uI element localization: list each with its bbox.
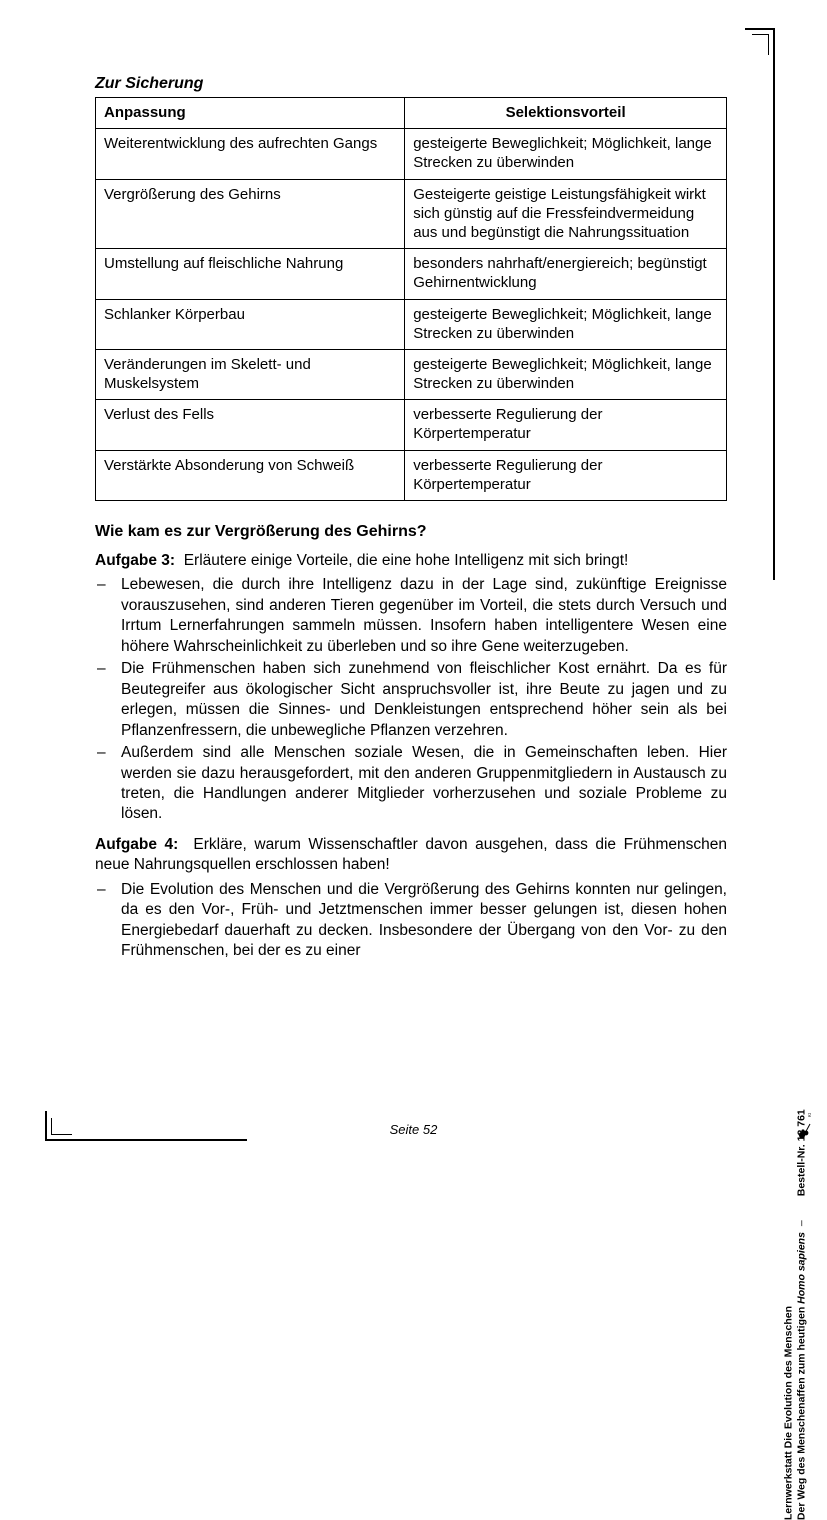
table-cell: besonders nahrhaft/energiereich; begünst… <box>405 249 727 299</box>
table-cell: gesteigerte Beweglichkeit; Möglichkeit, … <box>405 129 727 179</box>
page-number: Seite 52 <box>0 1122 827 1137</box>
subheading: Wie kam es zur Vergrößerung des Gehirns? <box>95 523 727 541</box>
task-3-list: Lebewesen, die durch ihre Intelligenz da… <box>95 575 727 824</box>
task-3-text: Erläutere einige Vorteile, die eine hohe… <box>184 552 629 569</box>
table-cell: verbesserte Regulierung der Körpertemper… <box>405 400 727 450</box>
table-header-row: Anpassung Selektionsvorteil <box>96 98 727 129</box>
table-cell: Vergrößerung des Gehirns <box>96 179 405 249</box>
list-item: Die Evolution des Menschen und die Vergr… <box>95 880 727 962</box>
table-cell: Gesteigerte geistige Leistungsfähigkeit … <box>405 179 727 249</box>
table-row: Vergrößerung des Gehirns Gesteigerte gei… <box>96 179 727 249</box>
table-cell: gesteigerte Beweglichkeit; Möglichkeit, … <box>405 299 727 349</box>
side-citation: Lernwerkstatt Die Evolution des Menschen… <box>783 1109 809 1520</box>
side-line-2a: Der Weg des Menschenaffen zum heutigen <box>796 1304 808 1520</box>
task-4-text: Erkläre, warum Wissenschaftler davon aus… <box>95 836 727 873</box>
table-row: Verlust des Fells verbesserte Regulierun… <box>96 400 727 450</box>
table-cell: Verlust des Fells <box>96 400 405 450</box>
task-4-label: Aufgabe 4: <box>95 836 178 853</box>
list-item: Außerdem sind alle Menschen soziale Wese… <box>95 743 727 825</box>
page: Zur Sicherung Anpassung Selektionsvortei… <box>0 0 827 1169</box>
table-cell: Weiterentwicklung des aufrechten Gangs <box>96 129 405 179</box>
table-cell: Schlanker Körperbau <box>96 299 405 349</box>
table-row: Umstellung auf fleischliche Nahrung beso… <box>96 249 727 299</box>
table-row: Verstärkte Absonderung von Schweiß verbe… <box>96 450 727 500</box>
corner-frame-top-right <box>745 28 775 580</box>
table-row: Veränderungen im Skelett- und Muskelsyst… <box>96 349 727 399</box>
side-dash: – <box>796 1220 808 1226</box>
side-line-2b: Homo sapiens <box>796 1232 808 1304</box>
table-cell: verbesserte Regulierung der Körpertemper… <box>405 450 727 500</box>
table-row: Schlanker Körperbau gesteigerte Beweglic… <box>96 299 727 349</box>
table-header-selektionsvorteil: Selektionsvorteil <box>405 98 727 129</box>
list-item: Die Frühmenschen haben sich zunehmend vo… <box>95 659 727 741</box>
table-cell: Umstellung auf fleischliche Nahrung <box>96 249 405 299</box>
task-4-list: Die Evolution des Menschen und die Vergr… <box>95 880 727 962</box>
table-cell: Verstärkte Absonderung von Schweiß <box>96 450 405 500</box>
task-4: Aufgabe 4: Erkläre, warum Wissenschaftle… <box>95 835 727 876</box>
publisher-logo-icon: KOHL VERLAG <box>797 1113 815 1141</box>
task-3-label: Aufgabe 3: <box>95 552 175 569</box>
table-cell: Veränderungen im Skelett- und Muskelsyst… <box>96 349 405 399</box>
list-item: Lebewesen, die durch ihre Intelligenz da… <box>95 575 727 657</box>
task-3: Aufgabe 3: Erläutere einige Vorteile, di… <box>95 551 727 571</box>
side-line-1: Lernwerkstatt Die Evolution des Menschen <box>783 1306 795 1520</box>
section-title: Zur Sicherung <box>95 75 727 93</box>
table-row: Weiterentwicklung des aufrechten Gangs g… <box>96 129 727 179</box>
table-cell: gesteigerte Beweglichkeit; Möglichkeit, … <box>405 349 727 399</box>
corner-frame-top-right-inner <box>752 34 769 55</box>
table-header-anpassung: Anpassung <box>96 98 405 129</box>
adaptation-table: Anpassung Selektionsvorteil Weiterentwic… <box>95 97 727 501</box>
svg-text:KOHL VERLAG: KOHL VERLAG <box>807 1113 812 1117</box>
